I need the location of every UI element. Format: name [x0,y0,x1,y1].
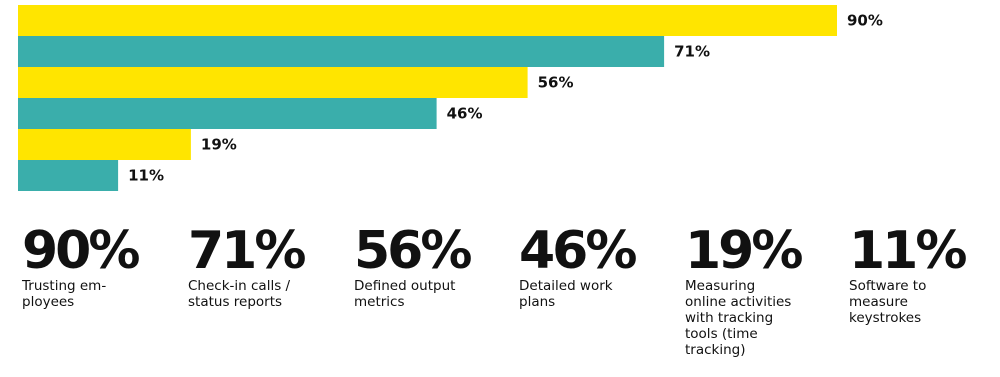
bar-value-label: 90% [847,12,883,30]
stat-value: 19% [685,221,803,281]
stat-label: Software to measure keystrokes [849,278,927,326]
bar-check-in-calls-status-reports [18,36,665,67]
stat-label: Detailed work plans [519,278,613,310]
stat-time-tracking: 19% Measuring online activities with tra… [685,222,835,358]
bar-value-label: 19% [201,136,237,154]
bar-chart: 90% 71% 56% 46% 19% 11% [18,5,883,191]
stat-label: Check-in calls / status reports [188,278,291,310]
stat-label: Defined output metrics [354,278,456,310]
bar-value-label: 71% [674,43,710,61]
bar-measuring-online-activities-with-tracking-tools-time-tracking [18,129,191,160]
bar-trusting-employees [18,5,837,36]
stat-keystroke-software: 11% Software to measure keystrokes [849,222,999,326]
stat-trusting-employees: 90% Trusting em-ployees [22,222,172,310]
bar-defined-output-metrics [18,67,528,98]
bar-software-to-measure-keystrokes [18,160,119,191]
bar-value-label: 56% [538,74,574,92]
bar-detailed-work-plans [18,98,437,129]
bar-value-label: 11% [128,167,164,185]
stat-detailed-work-plans: 46% Detailed work plans [519,222,669,310]
stat-value: 56% [354,221,472,281]
stat-label: Measuring online activities with trackin… [685,278,792,358]
stat-defined-output-metrics: 56% Defined output metrics [354,222,504,310]
stat-value: 46% [519,221,637,281]
stat-check-in-calls: 71% Check-in calls / status reports [188,222,338,310]
bar-value-label: 46% [447,105,483,123]
stat-value: 71% [188,221,306,281]
stat-label: Trusting em-ployees [22,278,107,310]
stat-value: 11% [849,221,967,281]
stat-value: 90% [22,221,140,281]
stats-row: 90% Trusting em-ployees 71% Check-in cal… [22,222,982,372]
